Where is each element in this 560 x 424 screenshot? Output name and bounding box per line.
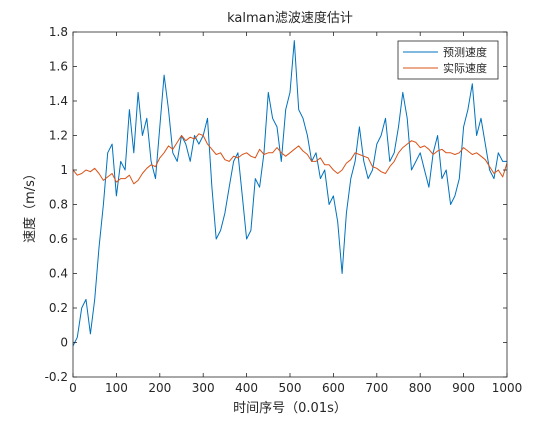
y-tick-label: 0.2: [49, 301, 68, 315]
series-line-1: [73, 40, 507, 347]
x-tick-label: 400: [235, 381, 258, 395]
plot-area: 0 100 200 300 400 500 600 700 800 900 1000-0.200.2…: [45, 25, 523, 395]
x-axis-label: 时间序号（0.01s）: [233, 401, 347, 416]
y-axis-label: 速度（m/s）: [22, 167, 38, 243]
x-tick-label: 900: [452, 381, 475, 395]
x-tick-label: 800: [409, 381, 432, 395]
y-tick-label: 0.6: [49, 232, 68, 246]
x-tick-label: 200: [148, 381, 171, 395]
x-tick-label: 700: [365, 381, 388, 395]
x-tick-label: 100: [105, 381, 128, 395]
y-tick-label: 1.4: [49, 94, 68, 108]
y-tick-label: -0.2: [45, 370, 68, 384]
x-tick-label: 0: [69, 381, 77, 395]
x-tick-label: 600: [322, 381, 345, 395]
series-line-2: [73, 133, 507, 185]
chart-title: kalman滤波速度估计: [227, 10, 353, 26]
y-tick-label: 0.4: [49, 267, 68, 281]
y-tick-label: 1.6: [49, 60, 68, 74]
y-tick-label: 0: [60, 336, 68, 350]
legend-box: [397, 40, 499, 80]
x-tick-label: 1000: [492, 381, 523, 395]
y-tick-label: 1: [60, 163, 68, 177]
x-tick-label: 500: [279, 381, 302, 395]
legend-label-1: 预测速度: [443, 45, 487, 59]
legend-label-2: 实际速度: [443, 61, 487, 75]
x-tick-label: 300: [192, 381, 215, 395]
y-tick-label: 0.8: [49, 198, 68, 212]
y-tick-label: 1.2: [49, 129, 68, 143]
y-tick-label: 1.8: [49, 25, 68, 39]
